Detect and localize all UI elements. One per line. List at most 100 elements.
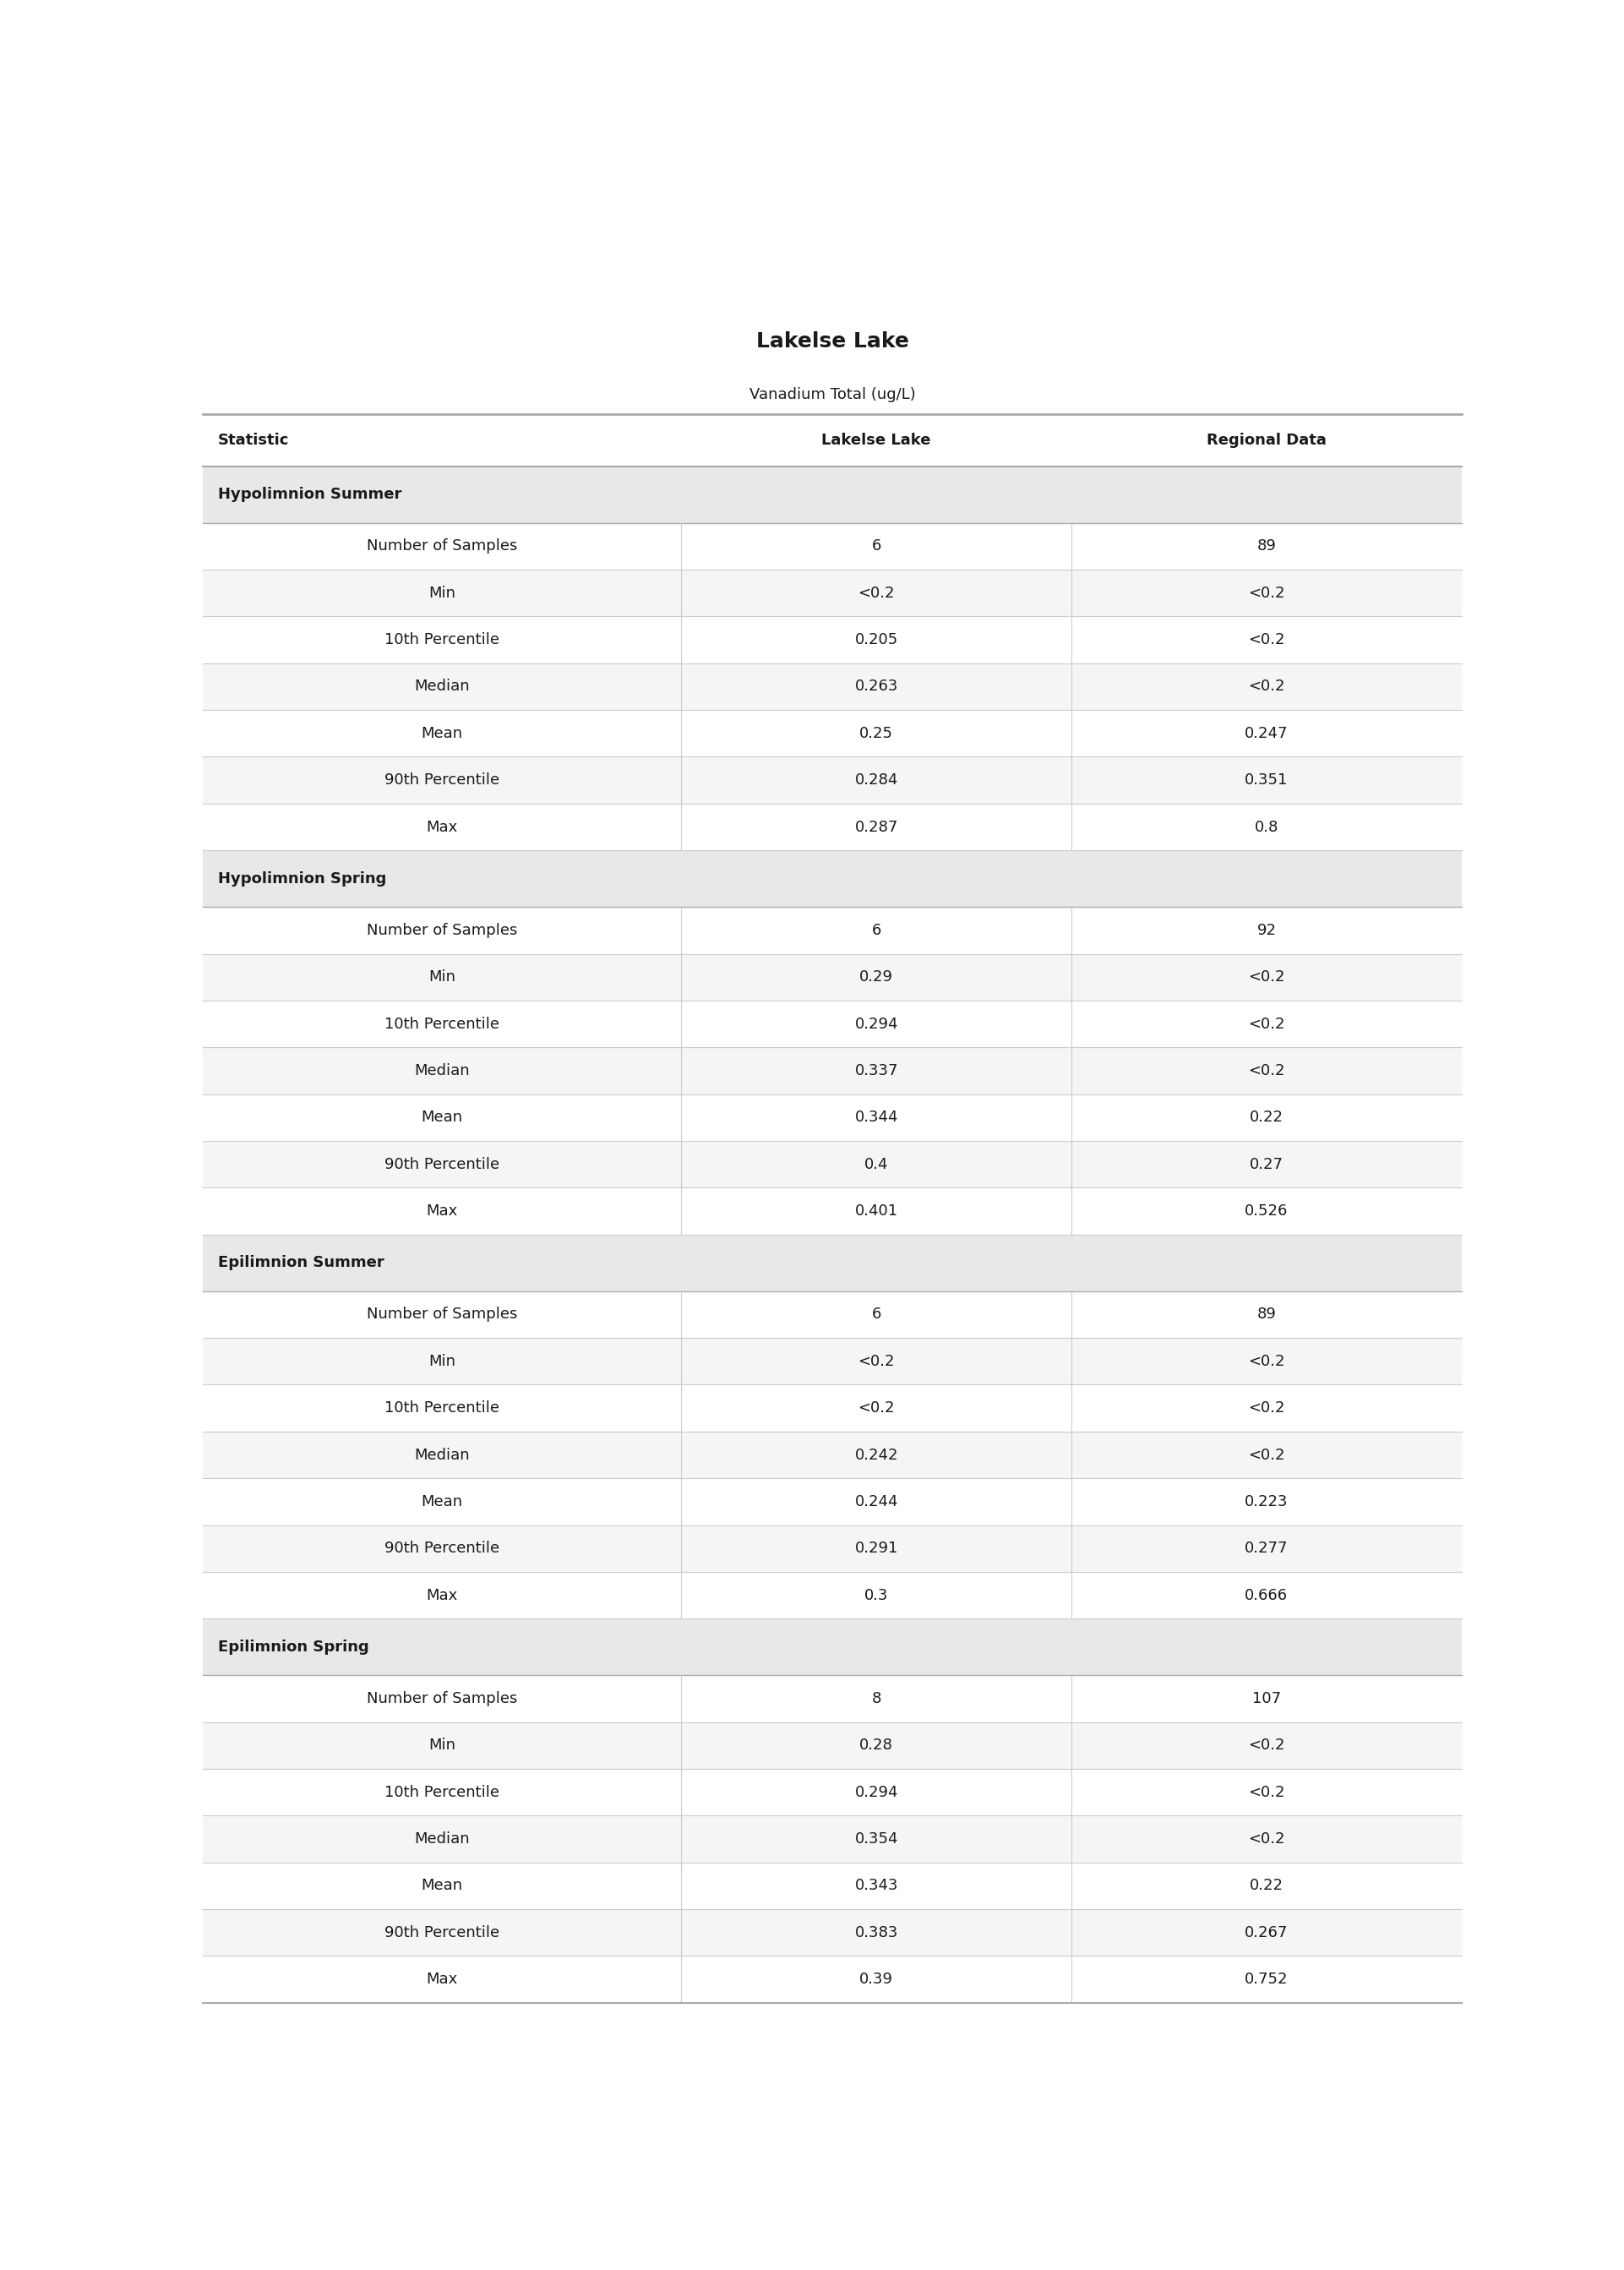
Text: 0.242: 0.242 [854, 1448, 898, 1462]
Bar [203, 1385, 1462, 1432]
Text: 0.383: 0.383 [854, 1925, 898, 1941]
Text: Number of Samples: Number of Samples [367, 1691, 518, 1707]
Text: <0.2: <0.2 [1249, 633, 1285, 647]
Text: Epilimnion Summer: Epilimnion Summer [218, 1255, 385, 1271]
Text: 0.337: 0.337 [854, 1062, 898, 1078]
Text: <0.2: <0.2 [1249, 1017, 1285, 1031]
Text: 0.291: 0.291 [854, 1541, 898, 1557]
Bar [203, 1619, 1462, 1675]
Text: <0.2: <0.2 [1249, 1832, 1285, 1848]
Text: 92: 92 [1257, 924, 1276, 938]
Bar [203, 1235, 1462, 1292]
Bar [203, 953, 1462, 1001]
Text: 0.27: 0.27 [1249, 1158, 1283, 1171]
Text: 90th Percentile: 90th Percentile [385, 772, 500, 788]
Text: Min: Min [429, 1739, 456, 1752]
Bar [203, 1187, 1462, 1235]
Text: 0.4: 0.4 [864, 1158, 888, 1171]
Text: <0.2: <0.2 [1249, 586, 1285, 602]
Text: Median: Median [414, 1448, 469, 1462]
Bar [203, 1478, 1462, 1525]
Text: 0.244: 0.244 [854, 1494, 898, 1510]
Text: 107: 107 [1252, 1691, 1281, 1707]
Text: Statistic: Statistic [218, 434, 289, 447]
Text: Max: Max [427, 1587, 458, 1603]
Text: 89: 89 [1257, 538, 1276, 554]
Text: <0.2: <0.2 [1249, 969, 1285, 985]
Text: <0.2: <0.2 [1249, 1448, 1285, 1462]
Text: 0.277: 0.277 [1244, 1541, 1288, 1557]
Text: Min: Min [429, 1353, 456, 1369]
Text: 0.22: 0.22 [1249, 1877, 1283, 1893]
Text: 90th Percentile: 90th Percentile [385, 1541, 500, 1557]
Text: 0.287: 0.287 [854, 819, 898, 835]
Bar [203, 1909, 1462, 1957]
Bar [203, 1525, 1462, 1571]
Bar [203, 1957, 1462, 2002]
Text: 0.354: 0.354 [854, 1832, 898, 1848]
Text: 0.223: 0.223 [1244, 1494, 1288, 1510]
Text: 10th Percentile: 10th Percentile [385, 1017, 500, 1031]
Text: Mean: Mean [421, 726, 463, 740]
Bar [203, 756, 1462, 804]
Text: 0.752: 0.752 [1244, 1973, 1288, 1986]
Bar [203, 1142, 1462, 1187]
Text: 0.3: 0.3 [864, 1587, 888, 1603]
Text: 0.25: 0.25 [859, 726, 893, 740]
Text: 0.205: 0.205 [854, 633, 898, 647]
Text: 0.401: 0.401 [854, 1203, 898, 1219]
Bar [203, 1432, 1462, 1478]
Text: 0.22: 0.22 [1249, 1110, 1283, 1126]
Text: 0.247: 0.247 [1244, 726, 1288, 740]
Bar [203, 570, 1462, 617]
Bar [203, 711, 1462, 756]
Text: 0.284: 0.284 [854, 772, 898, 788]
Text: 0.351: 0.351 [1246, 772, 1288, 788]
Text: Hypolimnion Spring: Hypolimnion Spring [218, 872, 387, 885]
Bar [203, 908, 1462, 953]
Text: 0.267: 0.267 [1246, 1925, 1288, 1941]
Text: Median: Median [414, 1832, 469, 1848]
Text: 89: 89 [1257, 1308, 1276, 1321]
Text: Regional Data: Regional Data [1207, 434, 1327, 447]
Text: Max: Max [427, 819, 458, 835]
Bar [203, 306, 1462, 415]
Text: 8: 8 [872, 1691, 882, 1707]
Bar [203, 1571, 1462, 1619]
Text: 0.39: 0.39 [859, 1973, 893, 1986]
Text: Max: Max [427, 1973, 458, 1986]
Bar [203, 1723, 1462, 1768]
Text: <0.2: <0.2 [857, 1401, 895, 1416]
Bar [203, 1046, 1462, 1094]
Bar [203, 1094, 1462, 1142]
Text: Min: Min [429, 586, 456, 602]
Text: Lakelse Lake: Lakelse Lake [822, 434, 931, 447]
Bar [203, 663, 1462, 711]
Bar [203, 617, 1462, 663]
Bar [203, 1001, 1462, 1046]
Text: 6: 6 [872, 1308, 882, 1321]
Text: 6: 6 [872, 924, 882, 938]
Text: <0.2: <0.2 [1249, 1062, 1285, 1078]
Text: Max: Max [427, 1203, 458, 1219]
Text: 10th Percentile: 10th Percentile [385, 1784, 500, 1800]
Text: 0.8: 0.8 [1254, 819, 1278, 835]
Bar [203, 804, 1462, 851]
Text: 0.294: 0.294 [854, 1784, 898, 1800]
Text: 0.666: 0.666 [1246, 1587, 1288, 1603]
Text: 10th Percentile: 10th Percentile [385, 633, 500, 647]
Text: 90th Percentile: 90th Percentile [385, 1158, 500, 1171]
Text: 10th Percentile: 10th Percentile [385, 1401, 500, 1416]
Text: 0.29: 0.29 [859, 969, 893, 985]
Text: 90th Percentile: 90th Percentile [385, 1925, 500, 1941]
Text: Hypolimnion Summer: Hypolimnion Summer [218, 486, 401, 502]
Text: Number of Samples: Number of Samples [367, 924, 518, 938]
Text: 0.343: 0.343 [854, 1877, 898, 1893]
Text: <0.2: <0.2 [1249, 1353, 1285, 1369]
Text: 0.263: 0.263 [854, 679, 898, 695]
Text: Number of Samples: Number of Samples [367, 538, 518, 554]
Text: Vanadium Total (ug/L): Vanadium Total (ug/L) [749, 388, 916, 402]
Text: 0.294: 0.294 [854, 1017, 898, 1031]
Text: Mean: Mean [421, 1110, 463, 1126]
Bar [203, 1337, 1462, 1385]
